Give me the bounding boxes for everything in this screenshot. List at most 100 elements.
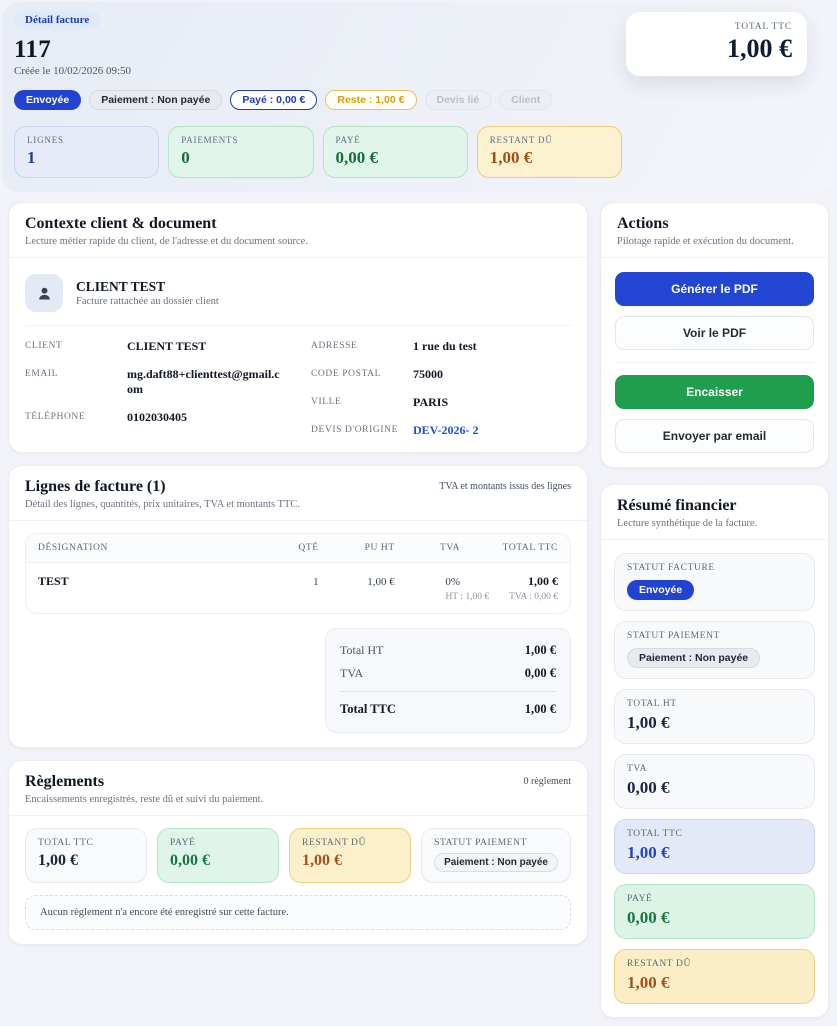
tva-value: 0,00 €	[524, 666, 556, 680]
summary-value: 1,00 €	[627, 973, 670, 992]
col-tva: TVA	[406, 534, 473, 563]
cell-total-ttc: 1,00 €	[528, 574, 558, 588]
context-card-body: CLIENT TEST Facture rattachée au dossier…	[9, 258, 587, 452]
summary-statut-facture: STATUT FACTURE Envoyée	[614, 553, 815, 611]
client-identity: CLIENT TEST Facture rattachée au dossier…	[76, 279, 219, 307]
right-column: Actions Pilotage rapide et exécution du …	[600, 202, 829, 1018]
fields-right: ADRESSE 1 rue du test CODE POSTAL 75000 …	[311, 339, 571, 438]
field-value: mg.daft88+clienttest@gmail.com	[127, 367, 280, 396]
summary-label: TOTAL TTC	[627, 829, 683, 839]
summary-paye: PAYÉ 0,00 €	[614, 884, 815, 939]
field-label: TÉLÉPHONE	[25, 412, 86, 422]
context-card-header: Contexte client & document Lecture métie…	[9, 203, 587, 258]
summary-value: 0,00 €	[627, 778, 670, 797]
actions-divider	[615, 362, 814, 363]
totals-container: Total HT 1,00 € TVA 0,00 € Total TTC 1,0…	[25, 628, 571, 733]
summary-total-ttc: TOTAL TTC 1,00 €	[614, 819, 815, 874]
total-ttc-label: Total TTC	[340, 702, 396, 716]
actions-card-subtitle: Pilotage rapide et exécution du document…	[617, 236, 794, 247]
field-value: 75000	[413, 367, 443, 381]
client-fields: CLIENT CLIENT TEST EMAIL mg.daft88+clien…	[25, 325, 571, 438]
row-subtotals: HT : 1,00 € TVA : 0,00 €	[26, 589, 570, 613]
field-ville: VILLE PARIS	[311, 395, 571, 410]
summary-restant-du: RESTANT DÛ 1,00 €	[614, 949, 815, 1004]
payments-card-body: TOTAL TTC 1,00 € PAYÉ 0,00 € RESTANT DÛ …	[9, 816, 587, 944]
cell-designation: TEST	[38, 574, 69, 588]
total-ht-row: Total HT 1,00 €	[340, 639, 556, 662]
payment-stats: TOTAL TTC 1,00 € PAYÉ 0,00 € RESTANT DÛ …	[25, 828, 571, 883]
field-devis-origine: DEVIS D'ORIGINE DEV-2026- 2	[311, 423, 571, 438]
avatar	[25, 274, 63, 312]
stat-value: 0	[181, 148, 190, 167]
summary-label: STATUT FACTURE	[627, 563, 715, 573]
stat-label: PAIEMENTS	[181, 135, 239, 145]
pstat-value: 1,00 €	[302, 852, 343, 869]
col-qte: QTÉ	[276, 534, 331, 563]
actions-card-title: Actions	[617, 215, 669, 232]
summary-statut-paiement: STATUT PAIEMENT Paiement : Non payée	[614, 621, 815, 679]
lines-card-body: DÉSIGNATION QTÉ PU HT TVA TOTAL TTC TEST…	[9, 521, 587, 747]
cell-qte: 1	[313, 575, 319, 588]
client-subtext: Facture rattachée au dossier client	[76, 296, 219, 307]
summary-label: STATUT PAIEMENT	[627, 631, 720, 641]
total-ttc-row: Total TTC 1,00 €	[340, 691, 556, 721]
stat-paye: PAYÉ 0,00 €	[322, 126, 468, 178]
payments-card: Règlements Encaissements enregistrés, re…	[8, 760, 588, 945]
actions-card-header: Actions Pilotage rapide et exécution du …	[601, 203, 828, 258]
summary-value: 0,00 €	[627, 908, 670, 927]
summary-card-title: Résumé financier	[617, 497, 737, 514]
status-badge-sent: Envoyée	[14, 90, 82, 110]
devis-origine-link[interactable]: DEV-2026- 2	[413, 423, 479, 437]
context-card-title: Contexte client & document	[25, 215, 217, 232]
pstat-value: 0,00 €	[170, 852, 211, 869]
pstat-restant-du: RESTANT DÛ 1,00 €	[289, 828, 412, 883]
field-client: CLIENT CLIENT TEST	[25, 339, 285, 354]
total-ttc-value: 1,00 €	[524, 702, 556, 716]
summary-value: 1,00 €	[627, 713, 670, 732]
invoice-status-badge: Envoyée	[627, 580, 695, 600]
invoice-header: Détail facture 117 Créée le 10/02/2026 0…	[2, 2, 835, 192]
col-pu-ht: PU HT	[330, 534, 407, 563]
left-column: Contexte client & document Lecture métie…	[8, 202, 588, 945]
pstat-statut-paiement: STATUT PAIEMENT Paiement : Non payée	[421, 828, 571, 883]
field-label: DEVIS D'ORIGINE	[311, 425, 398, 435]
stat-value: 1	[27, 148, 36, 167]
summary-label: RESTANT DÛ	[627, 959, 691, 969]
totals-box: Total HT 1,00 € TVA 0,00 € Total TTC 1,0…	[325, 628, 571, 733]
lines-table: DÉSIGNATION QTÉ PU HT TVA TOTAL TTC TEST…	[25, 533, 571, 614]
cell-pu-ht: 1,00 €	[367, 575, 395, 588]
col-total-ttc: TOTAL TTC	[472, 534, 570, 563]
summary-label: PAYÉ	[627, 894, 653, 904]
payments-card-title: Règlements	[25, 773, 105, 790]
lines-card: Lignes de facture (1) Détail des lignes,…	[8, 465, 588, 748]
summary-label: TOTAL HT	[627, 699, 677, 709]
stat-label: RESTANT DÛ	[489, 135, 553, 145]
generate-pdf-button[interactable]: Générer le PDF	[615, 272, 814, 306]
cell-tva: 0%	[445, 575, 461, 588]
payments-card-subtitle: Encaissements enregistrés, reste dû et s…	[25, 794, 264, 805]
encaisser-button[interactable]: Encaisser	[615, 375, 814, 409]
payment-status-badge: Paiement : Non payée	[434, 853, 558, 872]
payments-count: 0 règlement	[523, 776, 571, 787]
field-value: PARIS	[413, 395, 449, 409]
summary-label: TVA	[627, 764, 648, 774]
field-adresse: ADRESSE 1 rue du test	[311, 339, 571, 354]
row-sub-ht: HT : 1,00 €	[445, 592, 490, 602]
view-pdf-button[interactable]: Voir le PDF	[615, 316, 814, 350]
fields-left: CLIENT CLIENT TEST EMAIL mg.daft88+clien…	[25, 339, 285, 438]
stat-value: 1,00 €	[489, 148, 533, 167]
lines-card-header: Lignes de facture (1) Détail des lignes,…	[9, 466, 587, 521]
hero-stats: LIGNES 1 PAIEMENTS 0 PAYÉ 0,00 € RESTANT…	[14, 126, 622, 178]
summary-tva: TVA 0,00 €	[614, 754, 815, 809]
lines-card-subtitle: Détail des lignes, quantités, prix unita…	[25, 499, 301, 510]
send-email-button[interactable]: Envoyer par email	[615, 419, 814, 453]
tva-row: TVA 0,00 €	[340, 662, 556, 685]
status-badge-remaining: Reste : 1,00 €	[325, 90, 417, 110]
detail-facture-chip: Détail facture	[14, 11, 101, 29]
client-name: CLIENT TEST	[76, 279, 166, 294]
status-badge-devis-lie: Devis lié	[424, 90, 492, 110]
summary-card: Résumé financier Lecture synthétique de …	[600, 484, 829, 1018]
summary-card-body: STATUT FACTURE Envoyée STATUT PAIEMENT P…	[601, 540, 828, 1017]
field-email: EMAIL mg.daft88+clienttest@gmail.com	[25, 367, 285, 397]
table-header-row: DÉSIGNATION QTÉ PU HT TVA TOTAL TTC	[26, 534, 570, 563]
